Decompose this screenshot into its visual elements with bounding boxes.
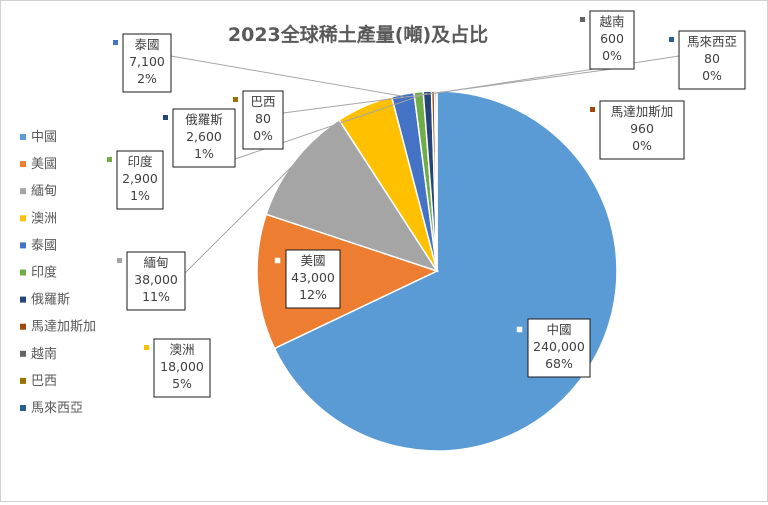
- data-label-percent: 2%: [137, 71, 157, 86]
- label-legend-key: [274, 257, 281, 264]
- data-label-percent: 11%: [142, 289, 170, 304]
- label-legend-key: [669, 37, 674, 42]
- legend-item-1: 美國: [20, 157, 57, 172]
- data-label-4: 泰國 7,100 2%: [113, 34, 171, 92]
- legend-label: 美國: [31, 157, 57, 172]
- legend-label: 泰國: [31, 238, 57, 253]
- data-label-6: 俄羅斯 2,600 1%: [163, 109, 235, 167]
- leader-line-4: [171, 56, 403, 96]
- data-label-category: 越南: [599, 14, 624, 29]
- legend-label: 印度: [31, 265, 57, 281]
- data-label-10: 馬來西亞 80 0%: [669, 31, 745, 89]
- legend-label: 馬來西亞: [31, 401, 83, 416]
- legend-item-9: 巴西: [20, 374, 57, 389]
- legend-item-6: 俄羅斯: [20, 293, 70, 308]
- label-legend-key: [233, 97, 238, 102]
- data-label-percent: 1%: [194, 146, 214, 161]
- legend-item-5: 印度: [20, 265, 57, 281]
- data-label-category: 馬來西亞: [687, 34, 737, 49]
- legend-key: [20, 270, 26, 276]
- data-label-5: 印度 2,900 1%: [107, 151, 163, 209]
- data-label-value: 240,000: [533, 339, 585, 354]
- data-label-value: 18,000: [160, 359, 204, 374]
- data-label-value: 80: [255, 111, 271, 126]
- data-label-2: 緬甸 38,000 11%: [117, 252, 185, 310]
- data-label-percent: 0%: [253, 128, 273, 143]
- legend-key: [20, 215, 26, 221]
- label-legend-key: [516, 326, 523, 333]
- data-label-category: 中國: [546, 322, 571, 337]
- legend-item-8: 越南: [20, 346, 57, 362]
- label-legend-key: [580, 17, 585, 22]
- legend-label: 越南: [31, 346, 57, 362]
- data-label-value: 2,600: [186, 129, 222, 144]
- data-label-category: 巴西: [250, 94, 275, 109]
- legend-key: [20, 351, 26, 357]
- data-label-value: 80: [704, 51, 720, 66]
- data-label-value: 43,000: [291, 270, 335, 285]
- label-legend-key: [590, 107, 595, 112]
- data-label-percent: 0%: [632, 138, 652, 153]
- legend-item-7: 馬達加斯加: [20, 320, 96, 335]
- legend-label: 俄羅斯: [31, 293, 70, 308]
- legend-key: [20, 297, 26, 303]
- legend-label: 巴西: [31, 374, 57, 389]
- label-legend-key: [117, 258, 122, 263]
- legend-item-3: 澳洲: [20, 210, 57, 226]
- data-label-category: 美國: [300, 253, 325, 268]
- data-label-percent: 12%: [299, 287, 327, 302]
- data-label-category: 澳洲: [169, 342, 194, 357]
- legend-item-4: 泰國: [20, 238, 57, 253]
- data-label-8: 越南 600 0%: [580, 11, 634, 69]
- legend-item-0: 中國: [20, 130, 57, 145]
- legend-key: [20, 405, 26, 411]
- legend-key: [20, 188, 26, 194]
- data-label-value: 960: [630, 121, 654, 136]
- data-label-3: 澳洲 18,000 5%: [144, 339, 210, 397]
- data-label-percent: 5%: [172, 376, 192, 391]
- legend-key: [20, 134, 26, 140]
- data-label-value: 38,000: [134, 272, 178, 287]
- leader-line-10: [437, 56, 679, 93]
- data-label-category: 緬甸: [143, 255, 168, 270]
- label-legend-key: [144, 345, 149, 350]
- legend-label: 中國: [31, 130, 57, 145]
- legend-item-2: 緬甸: [20, 184, 57, 199]
- legend-label: 緬甸: [31, 184, 57, 199]
- legend-key: [20, 242, 26, 248]
- label-legend-key: [107, 157, 112, 162]
- legend-key: [20, 161, 26, 167]
- data-label-percent: 0%: [602, 48, 622, 63]
- legend-label: 澳洲: [31, 210, 57, 226]
- data-label-9: 巴西 80 0%: [233, 91, 283, 149]
- legend-key: [20, 324, 26, 330]
- chart-title: 2023全球稀土產量(噸)及占比: [228, 23, 488, 46]
- data-label-7: 馬達加斯加 960 0%: [590, 101, 684, 159]
- legend-key: [20, 378, 26, 384]
- label-legend-key: [113, 40, 118, 45]
- data-label-percent: 68%: [545, 356, 573, 371]
- legend-item-10: 馬來西亞: [20, 401, 83, 416]
- data-label-percent: 1%: [130, 188, 150, 203]
- label-legend-key: [163, 115, 168, 120]
- data-label-value: 7,100: [129, 54, 165, 69]
- data-label-value: 600: [600, 31, 624, 46]
- data-label-category: 印度: [127, 154, 153, 169]
- legend-label: 馬達加斯加: [31, 320, 96, 335]
- data-label-value: 2,900: [122, 171, 158, 186]
- data-label-percent: 0%: [702, 68, 722, 83]
- data-label-category: 泰國: [134, 37, 159, 52]
- data-label-category: 俄羅斯: [185, 112, 223, 127]
- data-label-category: 馬達加斯加: [611, 104, 674, 119]
